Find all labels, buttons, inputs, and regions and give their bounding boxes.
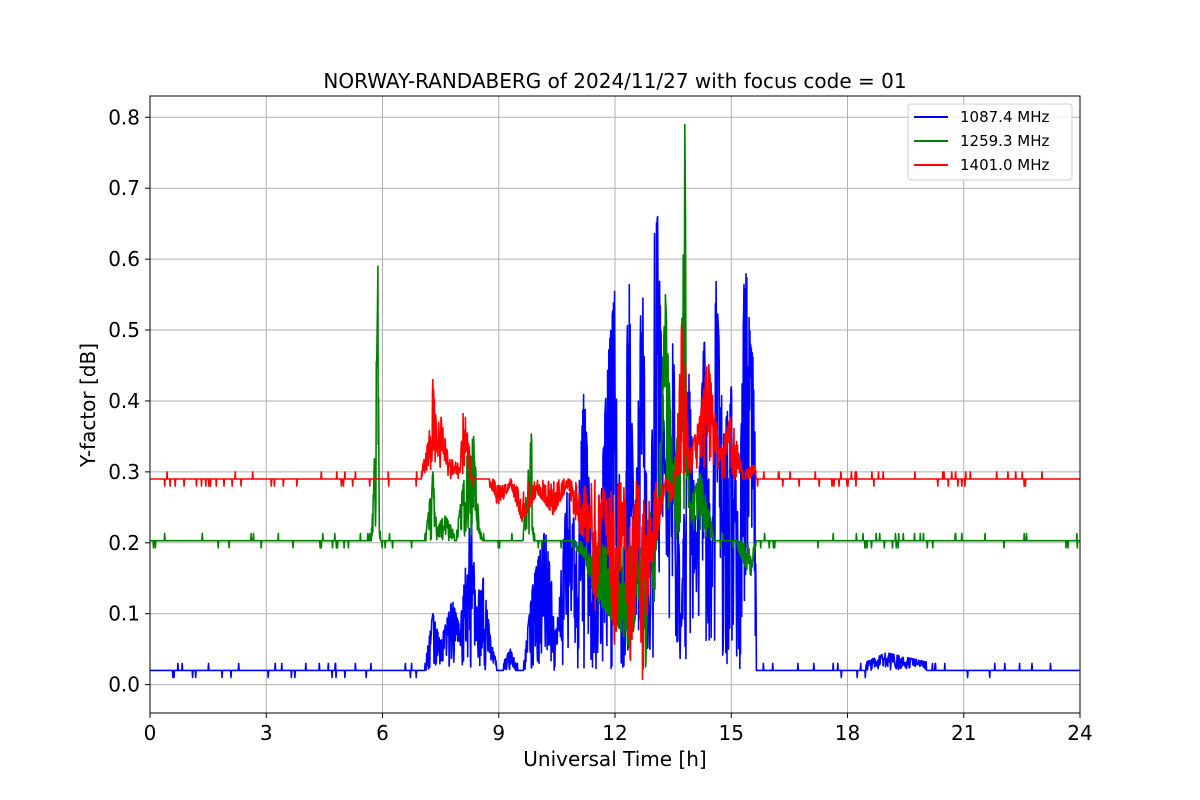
legend-label: 1401.0 MHz <box>960 156 1049 174</box>
legend: 1087.4 MHz 1259.3 MHz 1401.0 MHz <box>907 103 1073 181</box>
x-tick-label: 9 <box>492 721 505 745</box>
x-tick-label: 18 <box>835 721 860 745</box>
x-tick-label: 12 <box>602 721 627 745</box>
chart-title: NORWAY-RANDABERG of 2024/11/27 with focu… <box>323 69 906 93</box>
x-tick-label: 3 <box>260 721 273 745</box>
legend-label: 1259.3 MHz <box>960 132 1049 150</box>
y-tick-label: 0.8 <box>108 105 140 129</box>
x-axis-label: Universal Time [h] <box>523 747 706 771</box>
y-tick-label: 0.4 <box>108 389 140 413</box>
y-axis-ticks: 0.0 0.1 0.2 0.3 0.4 0.5 0.6 0.7 0.8 <box>108 105 150 697</box>
x-tick-label: 24 <box>1067 721 1092 745</box>
x-tick-label: 6 <box>376 721 389 745</box>
series-line-3 <box>149 323 1081 681</box>
y-tick-label: 0.2 <box>108 531 140 555</box>
x-tick-label: 21 <box>951 721 976 745</box>
x-tick-label: 15 <box>719 721 744 745</box>
y-tick-label: 0.6 <box>108 247 140 271</box>
x-axis-ticks: 0 3 6 9 12 15 18 21 24 <box>144 713 1093 745</box>
y-axis-label: Y-factor [dB] <box>76 343 100 468</box>
legend-label: 1087.4 MHz <box>960 108 1049 126</box>
y-tick-label: 0.5 <box>108 318 140 342</box>
legend-box <box>907 103 1073 181</box>
y-tick-label: 0.0 <box>108 673 140 697</box>
x-tick-label: 0 <box>144 721 157 745</box>
plot-series <box>149 123 1081 681</box>
y-tick-label: 0.3 <box>108 460 140 484</box>
y-tick-label: 0.7 <box>108 176 140 200</box>
series-line-1 <box>149 215 1081 679</box>
y-tick-label: 0.1 <box>108 602 140 626</box>
